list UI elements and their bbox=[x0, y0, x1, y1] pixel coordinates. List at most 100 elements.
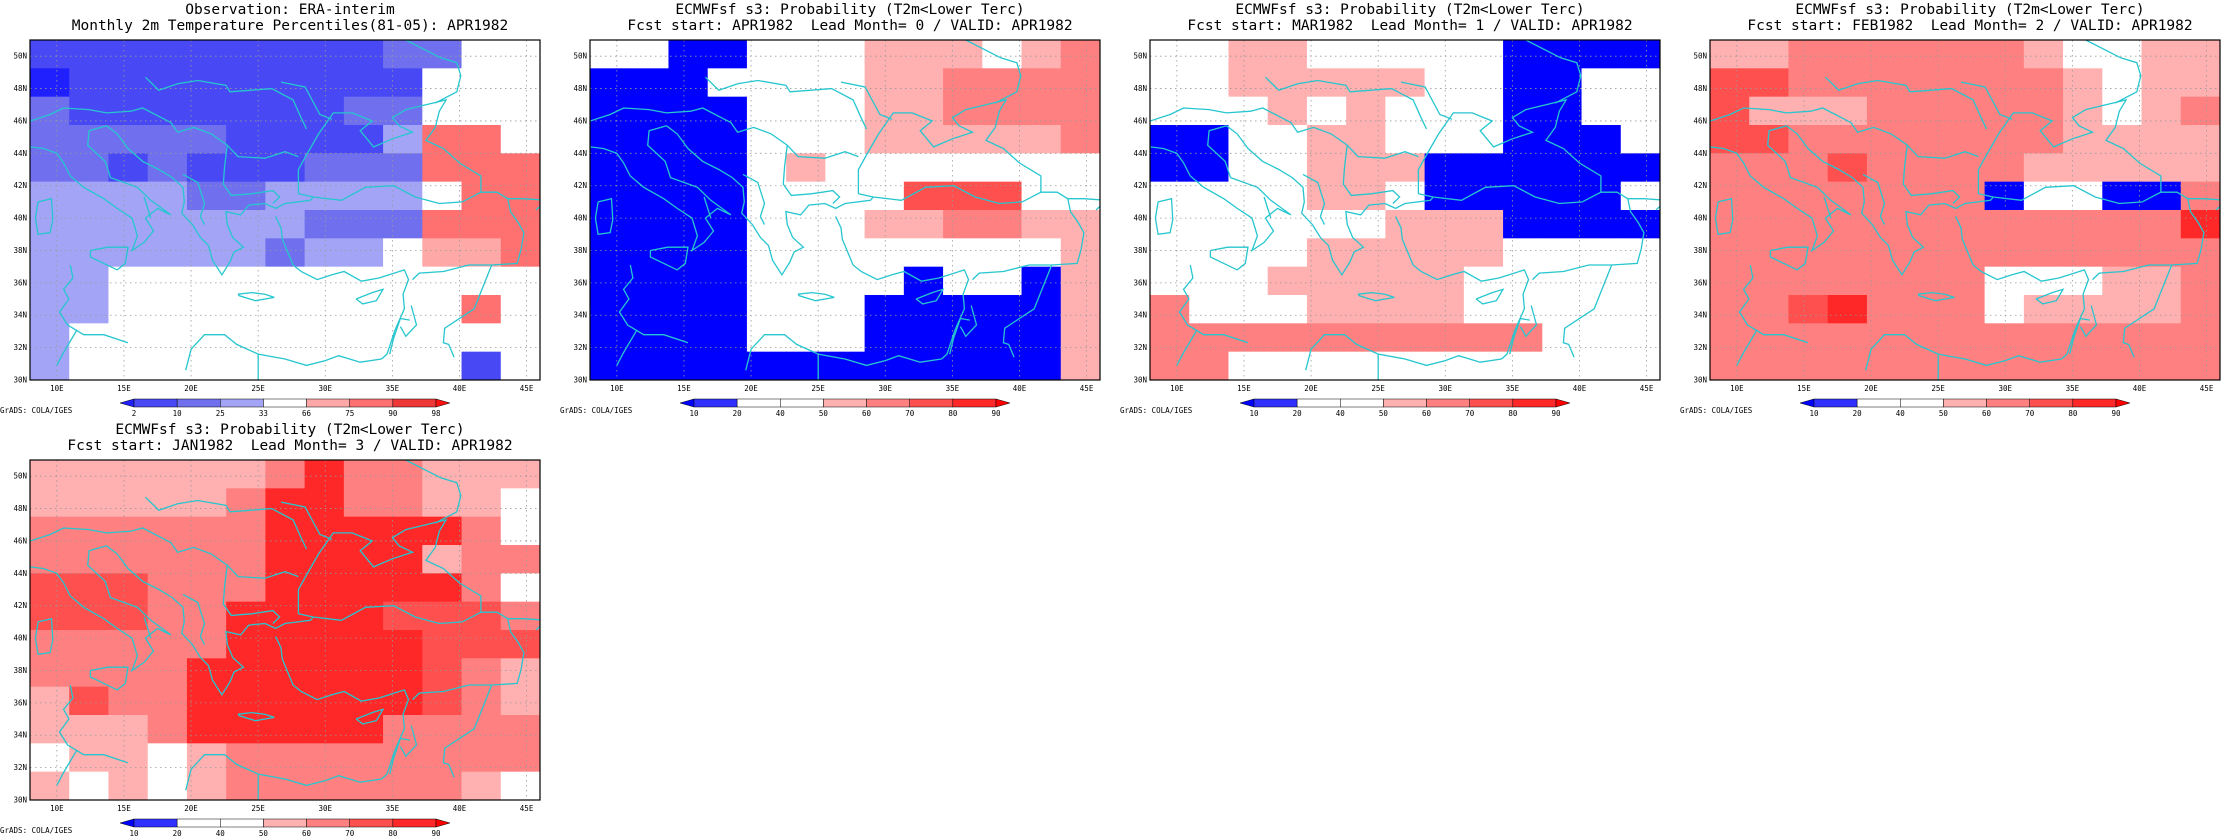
grid-cell bbox=[147, 686, 188, 716]
grid-cell bbox=[864, 238, 905, 268]
grid-cell bbox=[500, 68, 541, 98]
grid-cell bbox=[1945, 266, 1986, 296]
lat-tick-label: 34N bbox=[13, 311, 27, 320]
grid-cell bbox=[147, 266, 188, 296]
map-frame bbox=[589, 39, 1101, 381]
grid-cell bbox=[1150, 40, 1190, 69]
grid-cell bbox=[147, 125, 188, 154]
grid-cell bbox=[500, 181, 541, 211]
grid-cell bbox=[147, 153, 188, 183]
grid-cell bbox=[1150, 323, 1190, 353]
grid-cell bbox=[1984, 40, 2025, 69]
grid-cell bbox=[1150, 238, 1190, 268]
lon-tick-label: 25E bbox=[811, 384, 825, 393]
grid-cell bbox=[343, 68, 384, 98]
lat-tick-label: 46N bbox=[13, 116, 27, 125]
lat-tick-label: 30N bbox=[13, 796, 27, 805]
grid-cell bbox=[590, 153, 630, 183]
lat-tick-label: 44N bbox=[13, 149, 27, 158]
grid-cell bbox=[2180, 181, 2221, 211]
grid-cell bbox=[147, 573, 188, 603]
grid-cell bbox=[746, 351, 787, 381]
grid-cell bbox=[1866, 68, 1907, 98]
lon-tick-label: 45E bbox=[1640, 384, 1654, 393]
grid-cell bbox=[1581, 40, 1622, 69]
lon-tick-label: 40E bbox=[453, 804, 467, 813]
grid-cell bbox=[668, 181, 709, 211]
grid-cell bbox=[982, 153, 1023, 183]
grid-cell bbox=[1503, 68, 1543, 98]
grid-cell bbox=[1346, 40, 1386, 69]
grid-cell bbox=[422, 238, 463, 268]
grid-cell bbox=[1346, 125, 1386, 154]
grid-cell bbox=[500, 601, 541, 631]
grid-cell bbox=[2180, 351, 2221, 381]
grid-cell bbox=[383, 351, 423, 381]
grid-cell bbox=[343, 210, 384, 239]
grid-cell bbox=[746, 210, 787, 239]
grid-cell bbox=[2141, 68, 2182, 98]
grid-cell bbox=[1267, 40, 1308, 69]
grid-cell bbox=[1827, 238, 1868, 268]
grid-cell bbox=[1788, 295, 1829, 324]
legend-tick-label: 20 bbox=[173, 829, 183, 838]
map-panel-lead-3: 10E 15E 20E 25E 30E 35E 40E 45E 30N 32N 34N 36N 38N 4… bbox=[0, 420, 560, 840]
lat-tick-label: 42N bbox=[1693, 181, 1707, 190]
grid-cell bbox=[1581, 295, 1622, 324]
grid-cell bbox=[343, 573, 384, 603]
grid-cell bbox=[982, 295, 1023, 324]
grid-cell bbox=[69, 68, 109, 98]
grid-cell bbox=[903, 40, 944, 69]
map-canvas: 10E 15E 20E 25E 30E 35E 40E 45E 30N 32N 34N 36N 38N 4… bbox=[573, 39, 1101, 418]
grid-cell bbox=[226, 488, 266, 518]
lat-tick-label: 36N bbox=[1693, 278, 1707, 287]
grid-cell bbox=[1866, 266, 1907, 296]
lon-tick-label: 35E bbox=[1506, 384, 1520, 393]
panel-subtitle: Fcst start: FEB1982 Lead Month= 2 / VALI… bbox=[1747, 18, 2193, 34]
grid-cell bbox=[1267, 181, 1308, 211]
grid-cell bbox=[668, 266, 709, 296]
grid-cell bbox=[30, 266, 70, 296]
grid-cell bbox=[2023, 125, 2064, 154]
grid-cell bbox=[1189, 40, 1229, 69]
grid-cell bbox=[304, 545, 345, 574]
grid-cell bbox=[590, 125, 630, 154]
lat-tick-label: 30N bbox=[13, 376, 27, 385]
grid-cell bbox=[982, 210, 1023, 239]
lon-tick-label: 25E bbox=[251, 804, 265, 813]
grid-cell bbox=[1385, 295, 1426, 324]
grid-cell bbox=[265, 658, 306, 688]
grid-cell bbox=[383, 266, 423, 296]
grid-cell bbox=[1424, 238, 1465, 268]
lat-tick-label: 44N bbox=[1133, 149, 1147, 158]
grid-cell bbox=[265, 715, 306, 744]
grid-cell bbox=[2180, 210, 2221, 239]
coastlines bbox=[30, 40, 540, 380]
grid-cell bbox=[69, 715, 109, 744]
map-canvas: 10E 15E 20E 25E 30E 35E 40E 45E 30N 32N 34N 36N 38N 4… bbox=[13, 39, 541, 418]
grid-cell bbox=[108, 68, 149, 98]
grid-cell bbox=[1306, 153, 1347, 183]
lat-tick-label: 32N bbox=[1693, 343, 1707, 352]
grid-cell bbox=[1306, 181, 1347, 211]
grid-cell bbox=[1788, 351, 1829, 381]
grid-cell bbox=[1749, 295, 1789, 324]
grid-cell bbox=[1503, 266, 1543, 296]
grid-cell bbox=[147, 210, 188, 239]
grid-cell bbox=[2063, 351, 2103, 381]
grid-cell bbox=[1228, 40, 1269, 69]
color-bar bbox=[119, 398, 451, 408]
grid-cell bbox=[786, 40, 826, 69]
grid-cell bbox=[343, 545, 384, 574]
grid-cell bbox=[304, 460, 345, 489]
grid-cell bbox=[1150, 181, 1190, 211]
lon-tick-label: 20E bbox=[744, 384, 758, 393]
grid-cell bbox=[1581, 68, 1622, 98]
grid-cell bbox=[668, 295, 709, 324]
lon-tick-label: 10E bbox=[1730, 384, 1744, 393]
grid-cell bbox=[226, 181, 266, 211]
grid-cell bbox=[383, 210, 423, 239]
grid-cell bbox=[461, 351, 502, 381]
grid-cell bbox=[1060, 181, 1101, 211]
lon-tick-label: 35E bbox=[386, 384, 400, 393]
